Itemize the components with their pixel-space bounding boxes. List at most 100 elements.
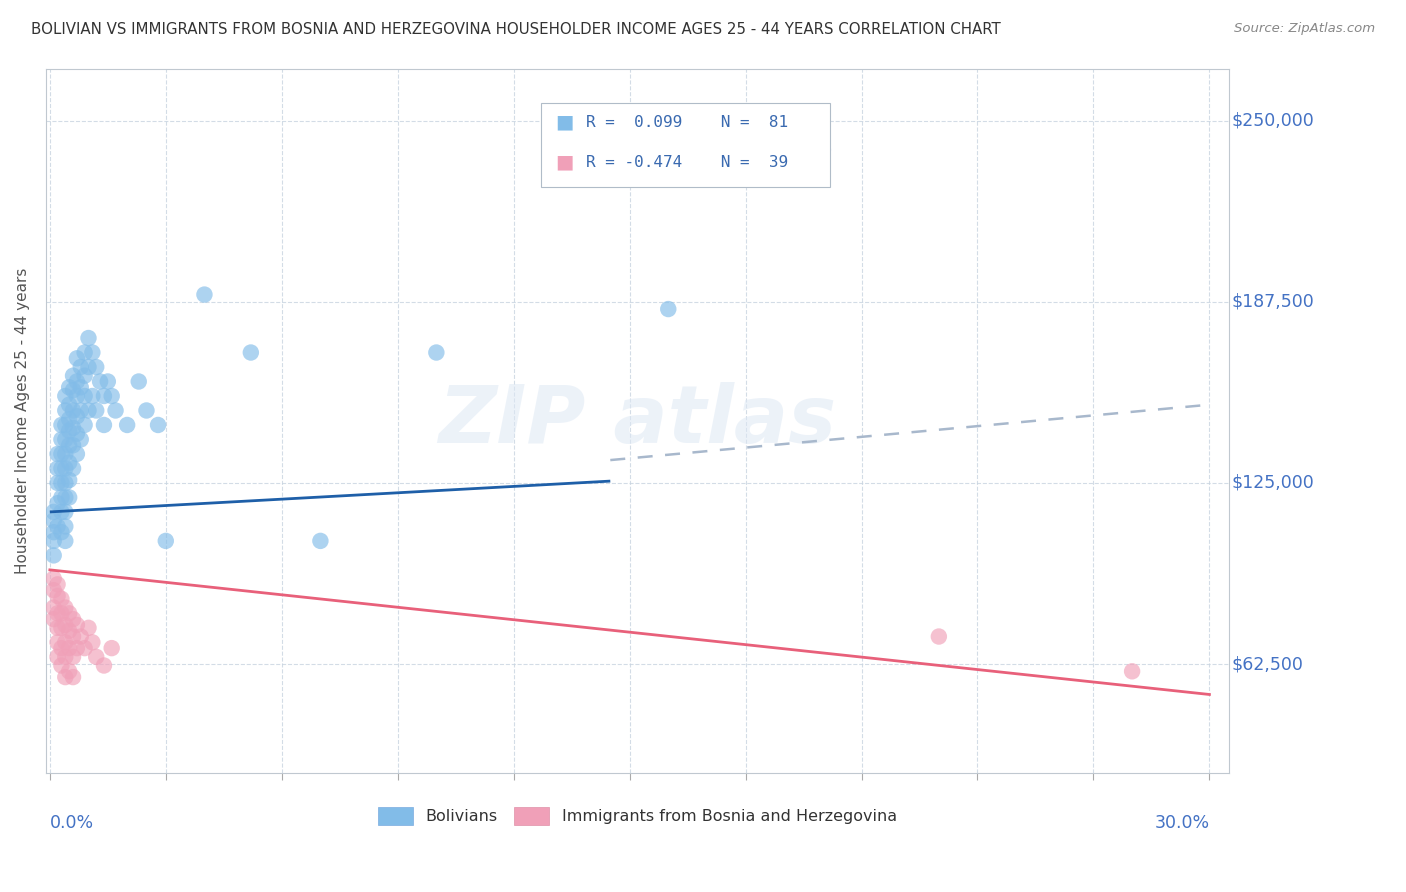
Point [51, 505, 73, 519]
Point [53, 403, 76, 417]
Point [53, 389, 76, 403]
Point [42, 525, 65, 540]
Point [77, 331, 100, 345]
Point [77, 403, 100, 417]
Point [928, 630, 950, 644]
Point [97, 375, 120, 389]
Point [53, 635, 76, 649]
Point [53, 505, 76, 519]
Point [69, 403, 91, 417]
Point [66, 389, 89, 403]
Point [58, 473, 80, 487]
Point [53, 649, 76, 664]
Point [657, 301, 679, 316]
Point [66, 641, 89, 656]
Text: ■: ■ [555, 112, 574, 132]
Point [46, 461, 69, 475]
Point [51, 417, 73, 432]
Point [84, 403, 107, 417]
Point [58, 624, 80, 638]
Point [58, 438, 80, 452]
Point [51, 433, 73, 447]
Point [51, 475, 73, 490]
Point [135, 403, 157, 417]
Point [53, 417, 76, 432]
Point [811, 143, 834, 157]
Point [82, 389, 104, 403]
Point [51, 658, 73, 673]
Point [73, 368, 96, 383]
Point [53, 670, 76, 684]
Point [46, 475, 69, 490]
Point [84, 359, 107, 374]
Point [128, 375, 150, 389]
Point [73, 417, 96, 432]
Point [46, 589, 69, 603]
Point [46, 607, 69, 621]
Text: $187,500: $187,500 [1232, 293, 1313, 310]
Point [93, 417, 115, 432]
Point [51, 607, 73, 621]
Point [100, 389, 122, 403]
Point [104, 403, 127, 417]
Point [51, 591, 73, 606]
Point [69, 630, 91, 644]
Point [58, 456, 80, 470]
Point [53, 600, 76, 615]
Point [62, 368, 84, 383]
Point [51, 641, 73, 656]
Point [53, 618, 76, 632]
Point [66, 351, 89, 366]
Point [51, 491, 73, 505]
Point [58, 398, 80, 412]
Y-axis label: Householder Income Ages 25 - 44 years: Householder Income Ages 25 - 44 years [15, 268, 30, 574]
Text: ■: ■ [555, 153, 574, 172]
Point [62, 670, 84, 684]
Point [146, 417, 169, 432]
Text: BOLIVIAN VS IMMIGRANTS FROM BOSNIA AND HERZEGOVINA HOUSEHOLDER INCOME AGES 25 - : BOLIVIAN VS IMMIGRANTS FROM BOSNIA AND H… [31, 22, 1001, 37]
Point [53, 433, 76, 447]
Point [42, 533, 65, 548]
Point [42, 505, 65, 519]
Point [66, 618, 89, 632]
Text: $125,000: $125,000 [1232, 474, 1313, 491]
Point [77, 359, 100, 374]
Point [193, 287, 215, 301]
Point [155, 533, 177, 548]
Point [66, 426, 89, 441]
Point [42, 583, 65, 598]
Point [62, 612, 84, 626]
Point [46, 635, 69, 649]
Point [89, 375, 111, 389]
Text: 0.0%: 0.0% [49, 814, 94, 832]
Point [93, 658, 115, 673]
Point [62, 438, 84, 452]
Point [73, 389, 96, 403]
Point [309, 533, 332, 548]
Point [77, 621, 100, 635]
Point [58, 380, 80, 394]
Point [51, 461, 73, 475]
Point [58, 607, 80, 621]
Point [69, 359, 91, 374]
Point [53, 461, 76, 475]
Point [53, 491, 76, 505]
Point [82, 345, 104, 359]
Text: $250,000: $250,000 [1232, 112, 1313, 129]
Point [53, 519, 76, 533]
Text: R = -0.474    N =  39: R = -0.474 N = 39 [586, 155, 789, 169]
Text: Source: ZipAtlas.com: Source: ZipAtlas.com [1234, 22, 1375, 36]
Point [69, 433, 91, 447]
Point [66, 447, 89, 461]
Point [53, 533, 76, 548]
Point [82, 635, 104, 649]
Point [93, 389, 115, 403]
Point [46, 649, 69, 664]
Point [46, 519, 69, 533]
Text: 30.0%: 30.0% [1154, 814, 1209, 832]
Point [62, 649, 84, 664]
Point [69, 380, 91, 394]
Point [51, 525, 73, 540]
Point [62, 403, 84, 417]
Text: $62,500: $62,500 [1232, 655, 1303, 673]
